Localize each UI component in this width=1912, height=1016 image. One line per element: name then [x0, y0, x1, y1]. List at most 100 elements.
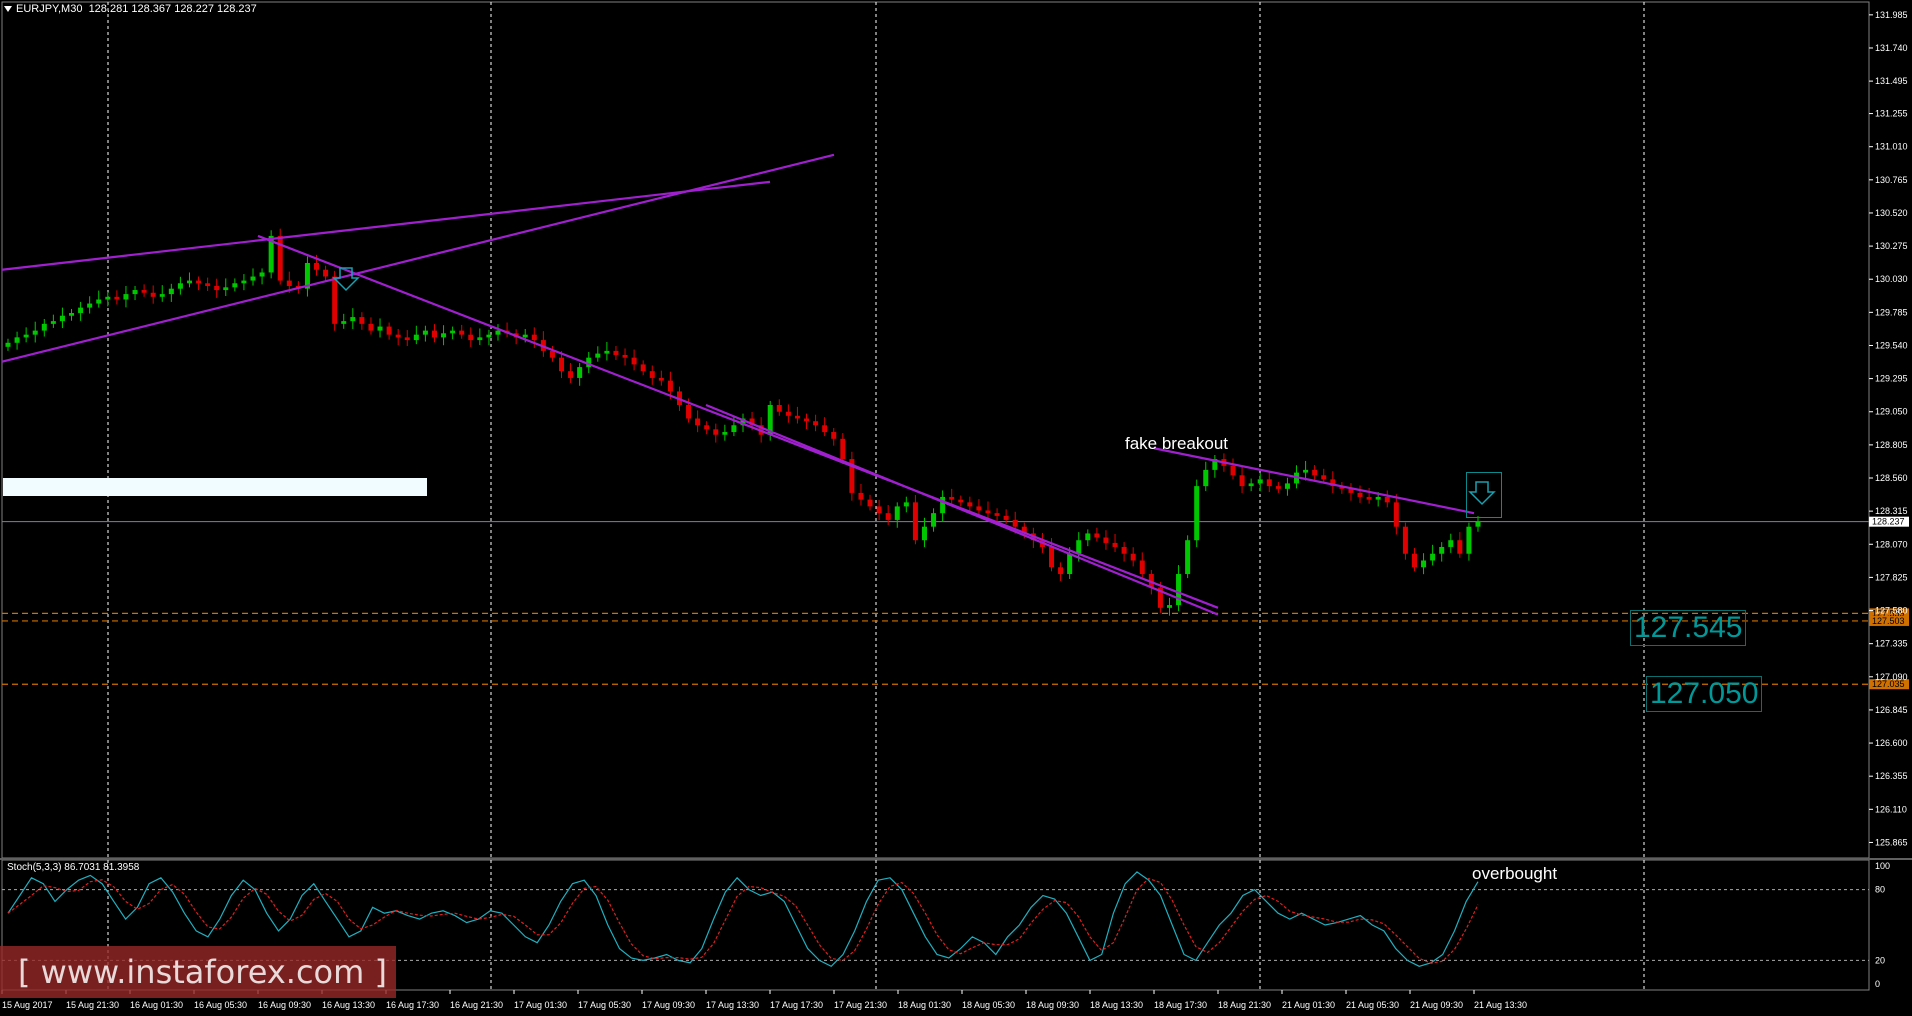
candle-body	[1475, 521, 1481, 527]
candle-body	[658, 377, 664, 381]
time-axis-label: 16 Aug 13:30	[322, 1000, 375, 1010]
candle-body	[1330, 479, 1336, 487]
trendline-1	[1, 153, 835, 363]
candle-body	[667, 380, 673, 392]
candle-body	[377, 326, 383, 331]
price-axis-label: 127.090	[1875, 672, 1908, 682]
price-axis-label: 131.255	[1875, 109, 1908, 119]
price-axis-label: 126.845	[1875, 705, 1908, 715]
candle-body	[1185, 540, 1191, 575]
candle-body	[96, 299, 102, 304]
stoch-scale-label: 0	[1875, 979, 1880, 989]
level-tag-bg-1	[1869, 615, 1909, 626]
time-axis-label: 21 Aug 01:30	[1282, 1000, 1335, 1010]
candle-body	[314, 262, 320, 270]
candle-body	[32, 330, 38, 335]
candle-body	[350, 317, 356, 322]
price-axis-label: 126.600	[1875, 738, 1908, 748]
candle-body	[87, 303, 93, 308]
price-axis-label: 131.495	[1875, 76, 1908, 86]
candle-body	[903, 502, 909, 507]
price-axis-label: 127.335	[1875, 639, 1908, 649]
chart-header: EURJPY,M30 128.281 128.367 128.227 128.2…	[4, 3, 257, 15]
candle-body	[268, 235, 274, 273]
candle-body	[1194, 486, 1200, 541]
trendline-4	[1153, 447, 1475, 515]
axes: 131.985 131.740 131.495 131.255 131.010 130.7…	[1, 10, 1908, 1010]
stochastic-label: Stoch(5,3,3) 86.7031 81.3958	[7, 862, 140, 873]
candle-body	[132, 290, 138, 295]
candle-body	[713, 429, 719, 435]
candle-body	[441, 333, 447, 338]
candle-body	[168, 288, 174, 295]
time-axis-label: 18 Aug 09:30	[1026, 1000, 1079, 1010]
time-axis-label: 16 Aug 05:30	[194, 1000, 247, 1010]
candle-body	[867, 499, 873, 507]
candle-body	[205, 283, 211, 286]
candle-body	[241, 280, 247, 284]
time-axis-label: 16 Aug 21:30	[450, 1000, 503, 1010]
candle-body	[1448, 540, 1454, 547]
candle-body	[931, 513, 937, 527]
quote-values: 128.281 128.367 128.227 128.237	[88, 3, 257, 15]
candle-body	[250, 276, 256, 281]
candle-body	[105, 296, 111, 300]
candle-body	[586, 357, 592, 368]
candle-body	[413, 334, 419, 341]
candle-body	[985, 510, 991, 514]
candle-body	[41, 323, 47, 331]
time-axis-label: 18 Aug 05:30	[962, 1000, 1015, 1010]
candle-body	[395, 334, 401, 338]
candle-body	[1384, 496, 1390, 503]
level-tag: 127.503	[1872, 616, 1905, 626]
candlesticks	[5, 228, 1481, 616]
candle-body	[949, 496, 955, 500]
candle-body	[613, 350, 619, 355]
price-axis-label: 130.765	[1875, 175, 1908, 185]
time-axis-label: 15 Aug 21:30	[66, 1000, 119, 1010]
candle-body	[976, 506, 982, 511]
candle-body	[722, 432, 728, 435]
price-axis-label: 129.050	[1875, 407, 1908, 417]
candle-body	[822, 425, 828, 433]
candle-body	[1466, 526, 1472, 554]
candle-body	[1312, 469, 1318, 476]
candle-body	[114, 296, 120, 300]
price-axis-label: 130.030	[1875, 274, 1908, 284]
time-axis-label: 21 Aug 13:30	[1474, 1000, 1527, 1010]
candle-body	[1348, 488, 1354, 493]
candle-body	[232, 283, 238, 288]
candle-body	[1430, 553, 1436, 561]
fake-breakout-label: fake breakout	[1125, 434, 1229, 453]
candle-body	[577, 367, 583, 378]
down-arrow-icon	[1468, 481, 1496, 506]
candle-body	[1257, 479, 1263, 484]
candle-body	[858, 492, 864, 500]
candle-body	[1112, 542, 1118, 547]
candle-body	[1176, 574, 1182, 606]
current-price-tag: 128.237	[1872, 517, 1905, 527]
candle-body	[386, 326, 392, 335]
time-axis-label: 18 Aug 01:30	[898, 1000, 951, 1010]
candle-body	[1203, 469, 1209, 487]
symbol-menu-icon[interactable]	[4, 6, 12, 13]
candle-body	[186, 280, 192, 284]
price-axis-label: 126.355	[1875, 771, 1908, 781]
candle-body	[1457, 540, 1463, 554]
trendline-2	[257, 234, 1219, 609]
candle-body	[885, 513, 891, 520]
level-label-127545: 127.545	[1630, 610, 1747, 646]
candle-body	[259, 272, 265, 277]
stoch-signal-line	[7, 877, 1479, 964]
candle-body	[940, 496, 946, 514]
candle-body	[604, 350, 610, 354]
candle-body	[749, 418, 755, 426]
stoch-scale-label: 20	[1875, 955, 1885, 965]
down-arrow-icon	[332, 267, 360, 292]
candle-body	[1357, 492, 1363, 497]
time-axis-label: 17 Aug 01:30	[514, 1000, 567, 1010]
chart-grid	[0, 1, 1912, 991]
candle-body	[1157, 587, 1163, 608]
candle-body	[876, 506, 882, 514]
